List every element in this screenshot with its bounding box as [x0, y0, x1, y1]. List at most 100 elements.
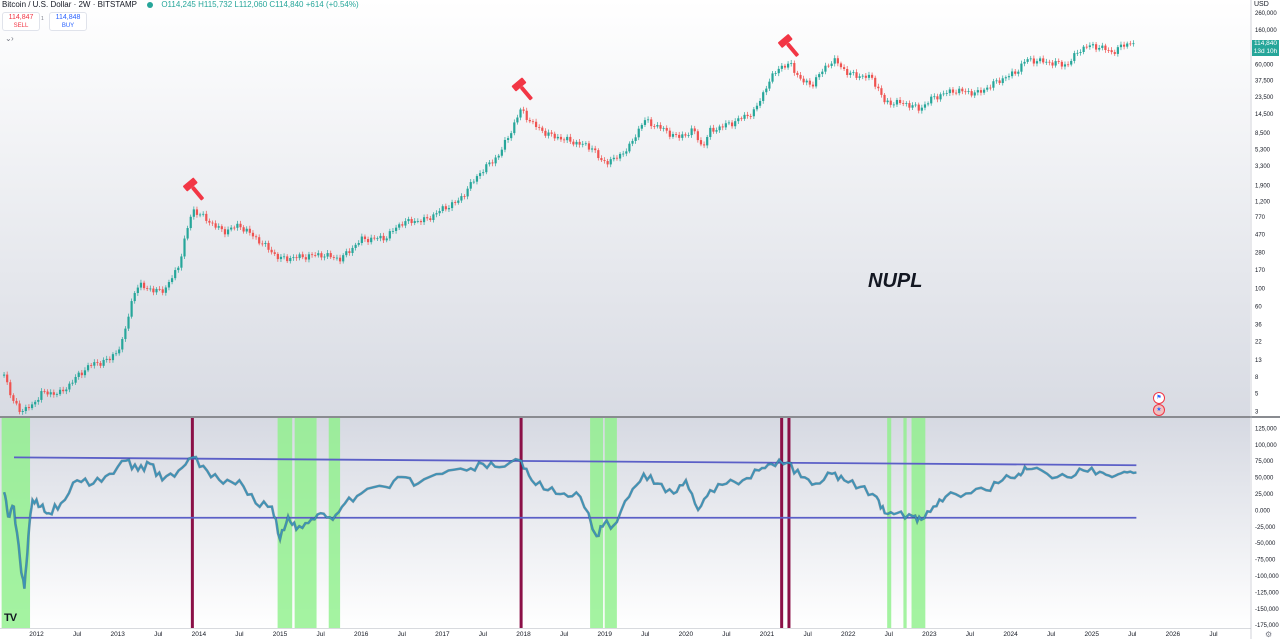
candle-body — [1004, 77, 1007, 79]
price-tick-label: 5 — [1255, 392, 1259, 398]
candle-body — [34, 401, 37, 405]
candle-body — [1107, 49, 1110, 51]
candle-body — [780, 65, 783, 69]
candle-body — [824, 65, 827, 72]
candle-body — [236, 223, 239, 228]
candle-body — [267, 242, 270, 250]
tradingview-logo[interactable]: TV — [4, 612, 17, 624]
price-tick-label: 22 — [1255, 340, 1262, 346]
candle-body — [979, 90, 983, 93]
candle-body — [360, 236, 363, 243]
candle-body — [223, 229, 227, 235]
candle-body — [609, 159, 612, 165]
price-tick-label: 8,500 — [1255, 131, 1271, 137]
candle-body — [326, 253, 329, 257]
candle-body — [715, 130, 718, 132]
price-tick-label: 60,000 — [1255, 62, 1274, 68]
candle-body — [961, 88, 964, 92]
candle-body — [830, 63, 833, 66]
candle-body — [1122, 44, 1126, 47]
candle-body — [245, 228, 248, 232]
candle-body — [1038, 58, 1042, 62]
time-tick-label: Jul — [1047, 631, 1056, 638]
time-tick-label: Jul — [560, 631, 569, 638]
us-flag-icon[interactable]: ★ — [1153, 404, 1165, 416]
buy-button[interactable]: 114,848 BUY — [49, 12, 87, 31]
candle-body — [105, 358, 108, 360]
candle-body — [161, 289, 164, 293]
time-tick-label: 2026 — [1166, 631, 1181, 638]
candle-body — [450, 202, 454, 209]
candle-body — [628, 143, 631, 152]
price-tick-label: 1,200 — [1255, 199, 1271, 205]
candle-body — [270, 249, 273, 253]
candle-body — [656, 125, 659, 127]
candle-body — [1079, 52, 1082, 53]
candle-body — [1082, 46, 1085, 53]
candle-body — [926, 103, 930, 105]
symbol-title[interactable]: Bitcoin / U.S. Dollar · 2W · BITSTAMP — [2, 0, 137, 9]
candle-body — [233, 227, 236, 229]
candle-body — [1116, 47, 1119, 54]
settings-icon[interactable]: ⚙ — [1265, 630, 1273, 639]
candle-body — [466, 188, 469, 197]
candle-body — [864, 75, 867, 78]
nupl-tick-label: 50,000 — [1255, 476, 1274, 482]
candle-body — [1029, 58, 1032, 60]
candle-body — [740, 118, 743, 120]
nupl-tick-label: -175,000 — [1255, 623, 1279, 629]
time-tick-label: Jul — [479, 631, 488, 638]
candle-body — [967, 91, 970, 92]
candle-body — [1126, 43, 1129, 47]
candle-body — [83, 370, 87, 376]
candle-body — [90, 365, 93, 366]
capitulation-zone — [604, 418, 617, 628]
candle-body — [208, 220, 211, 223]
market-open-icon — [147, 1, 154, 8]
candle-body — [24, 407, 27, 412]
chevron-down-icon[interactable]: ⌄ — [5, 34, 12, 43]
nupl-pane-background — [0, 418, 1250, 628]
nupl-tick-label: -100,000 — [1255, 574, 1279, 580]
candle-body — [320, 253, 323, 258]
candle-body — [1017, 71, 1020, 74]
candle-body — [394, 227, 398, 231]
flag-icon[interactable]: ⚑ — [1153, 392, 1165, 404]
hammer-handle — [520, 86, 533, 101]
candle-body — [839, 63, 843, 68]
sell-button[interactable]: 114,847 SELL — [2, 12, 40, 31]
candle-body — [68, 383, 71, 390]
candle-body — [572, 141, 575, 145]
candle-body — [1088, 45, 1091, 48]
eye-icon[interactable]: › — [11, 34, 14, 43]
candle-body — [662, 127, 665, 129]
candle-body — [1085, 46, 1088, 48]
candle-body — [102, 359, 105, 366]
candle-body — [30, 404, 34, 409]
candle-body — [158, 288, 161, 290]
candle-body — [410, 219, 413, 224]
candle-body — [777, 68, 780, 74]
candle-body — [790, 62, 793, 64]
candle-body — [752, 109, 755, 117]
candle-body — [939, 94, 942, 100]
candle-body — [52, 392, 55, 395]
price-tick-label: 5,300 — [1255, 147, 1271, 153]
candle-body — [889, 100, 892, 105]
candle-body — [755, 105, 759, 110]
candle-body — [99, 362, 102, 366]
candle-body — [814, 77, 818, 87]
candle-body — [886, 100, 889, 103]
candle-body — [1076, 52, 1079, 54]
candle-body — [491, 162, 494, 164]
candle-body — [581, 143, 584, 145]
candle-body — [177, 267, 180, 271]
currency-label[interactable]: USD — [1254, 1, 1269, 8]
candle-body — [71, 382, 74, 384]
candle-body — [506, 138, 510, 140]
candle-body — [821, 71, 824, 75]
candle-body — [242, 227, 245, 232]
candle-body — [911, 105, 914, 108]
candle-body — [398, 224, 401, 228]
